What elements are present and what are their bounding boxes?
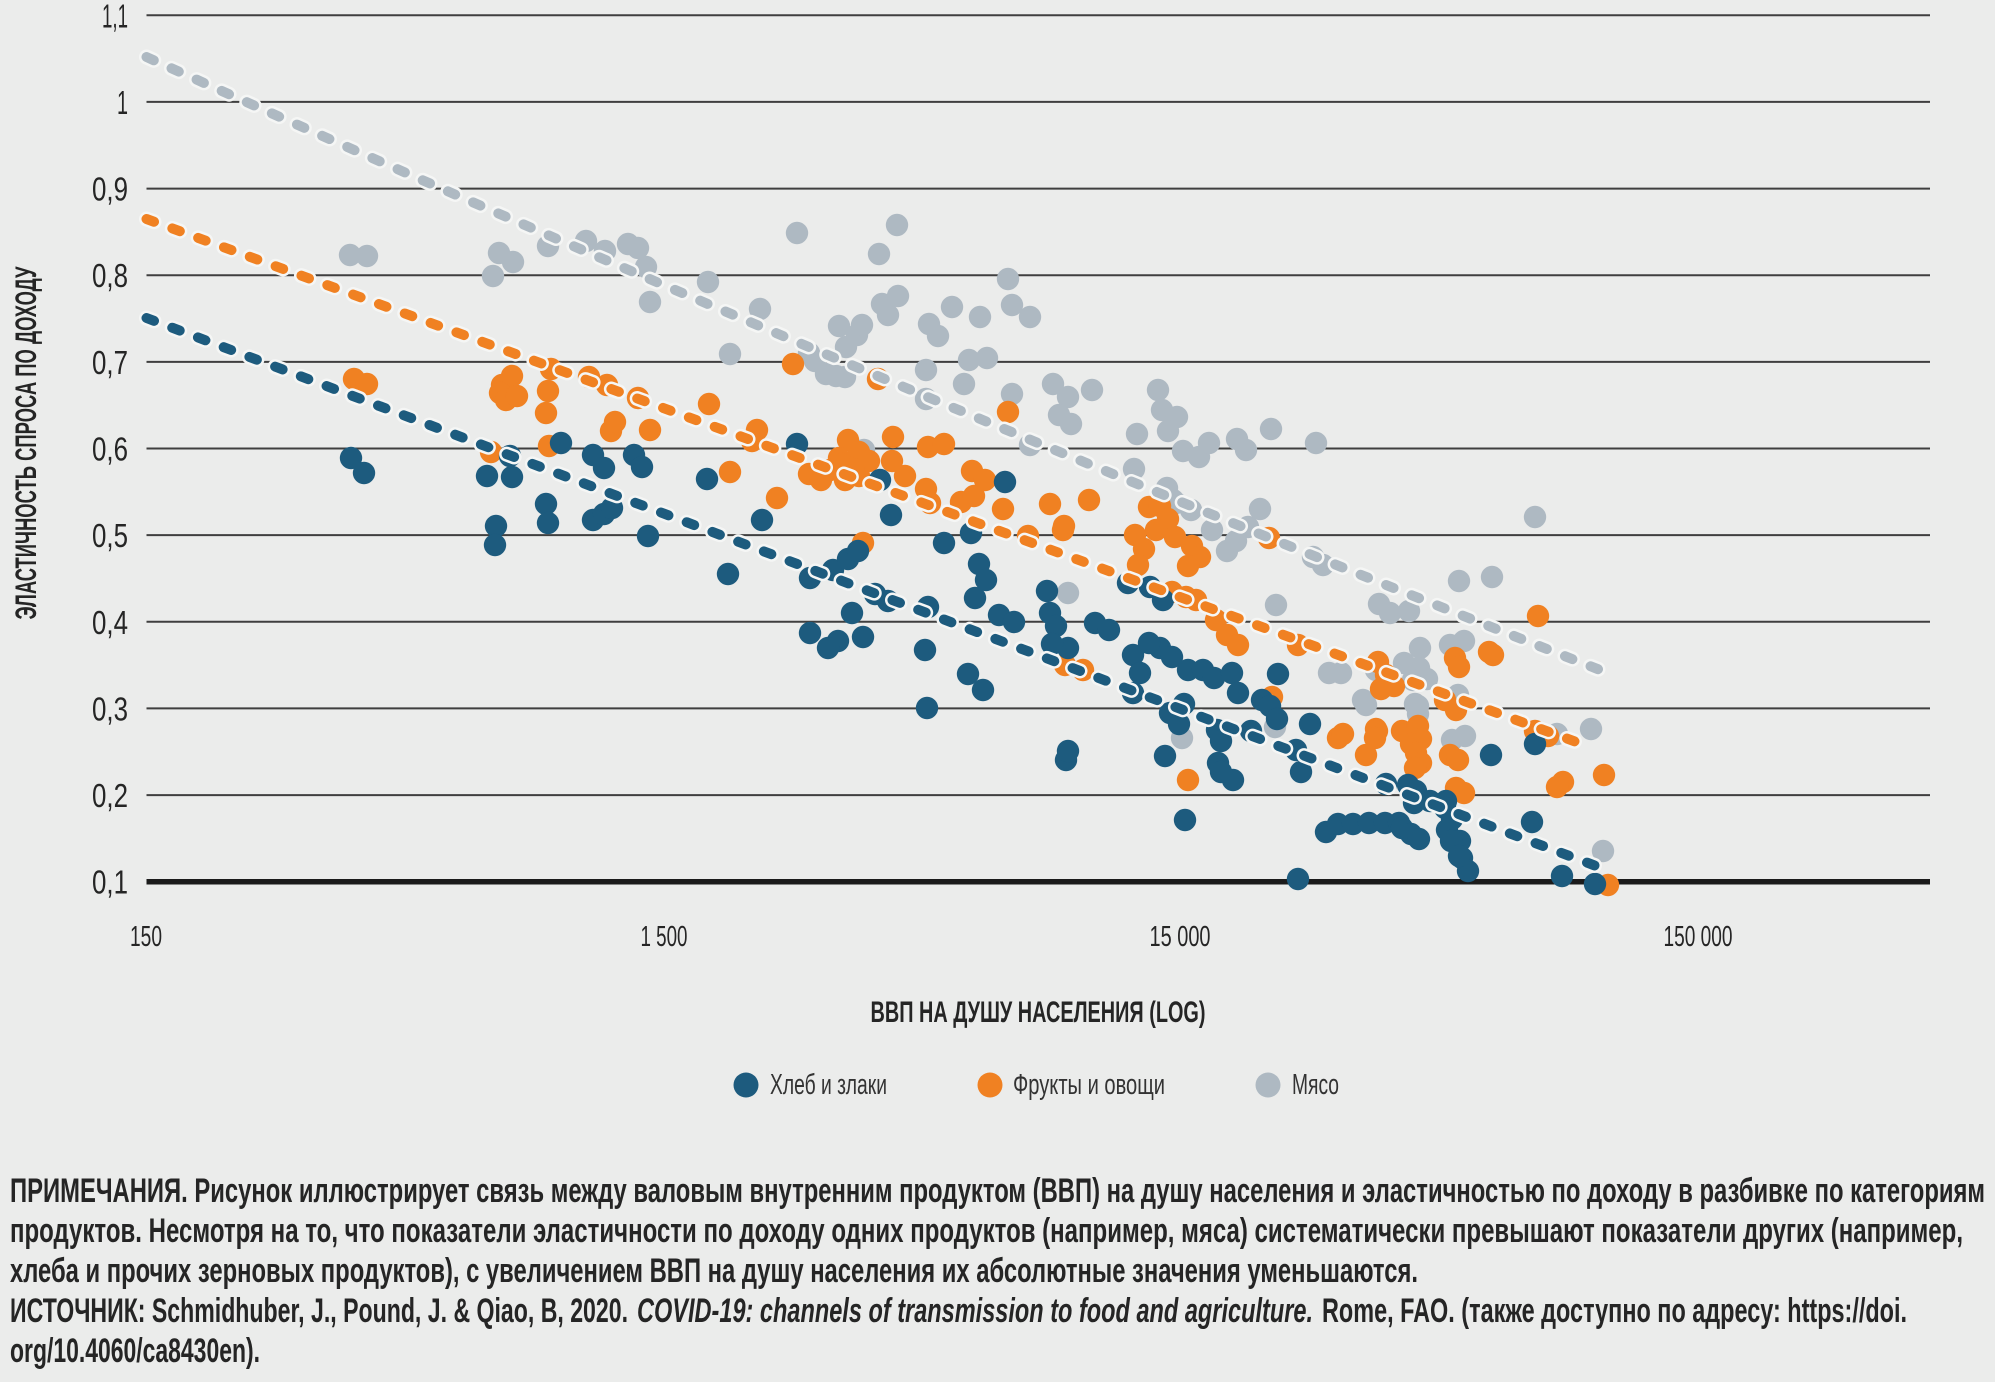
svg-text:1 500: 1 500	[641, 921, 688, 953]
svg-text:15 000: 15 000	[1150, 921, 1211, 953]
svg-text:150: 150	[130, 921, 162, 953]
svg-text:Rome, FAO. (также доступно по: Rome, FAO. (также доступно по адресу: ht…	[1322, 1292, 1907, 1330]
svg-text:Фрукты и овощи: Фрукты и овощи	[1013, 1069, 1165, 1101]
svg-text:0,2: 0,2	[92, 777, 128, 814]
svg-text:Хлеб и злаки: Хлеб и злаки	[770, 1069, 887, 1101]
svg-text:0,9: 0,9	[92, 171, 128, 208]
svg-text:0,8: 0,8	[92, 257, 128, 294]
svg-text:150 000: 150 000	[1664, 921, 1733, 953]
svg-text:0,1: 0,1	[92, 864, 128, 901]
svg-text:0,3: 0,3	[92, 690, 128, 727]
svg-text:ПРИМЕЧАНИЯ. Рисунок иллюстриру: ПРИМЕЧАНИЯ. Рисунок иллюстрирует связь м…	[10, 1172, 1985, 1210]
svg-text:1: 1	[117, 84, 128, 121]
svg-text:1,1: 1,1	[102, 0, 128, 34]
svg-text:0,4: 0,4	[92, 604, 128, 641]
svg-text:0,5: 0,5	[92, 517, 128, 554]
svg-text:0,7: 0,7	[92, 344, 128, 381]
svg-text:ЭЛАСТИЧНОСТЬ СПРОСА ПО ДОХОДУ: ЭЛАСТИЧНОСТЬ СПРОСА ПО ДОХОДУ	[10, 266, 43, 619]
svg-text:ИСТОЧНИК: Schmidhuber, J., Pou: ИСТОЧНИК: Schmidhuber, J., Pound, J. & Q…	[10, 1292, 628, 1330]
svg-text:0,6: 0,6	[92, 431, 128, 468]
svg-text:ВВП НА ДУШУ НАСЕЛЕНИЯ (LOG): ВВП НА ДУШУ НАСЕЛЕНИЯ (LOG)	[871, 996, 1206, 1029]
svg-text:Мясо: Мясо	[1292, 1069, 1339, 1101]
svg-text:продуктов. Несмотря на то, что: продуктов. Несмотря на то, что показател…	[10, 1212, 1963, 1250]
svg-text:хлеба и прочих зерновых продук: хлеба и прочих зерновых продуктов), с ув…	[10, 1252, 1418, 1290]
svg-text:org/10.4060/ca8430en).: org/10.4060/ca8430en).	[10, 1332, 260, 1370]
svg-text:COVID-19: channels of transmis: COVID-19: channels of transmission to fo…	[637, 1292, 1313, 1330]
